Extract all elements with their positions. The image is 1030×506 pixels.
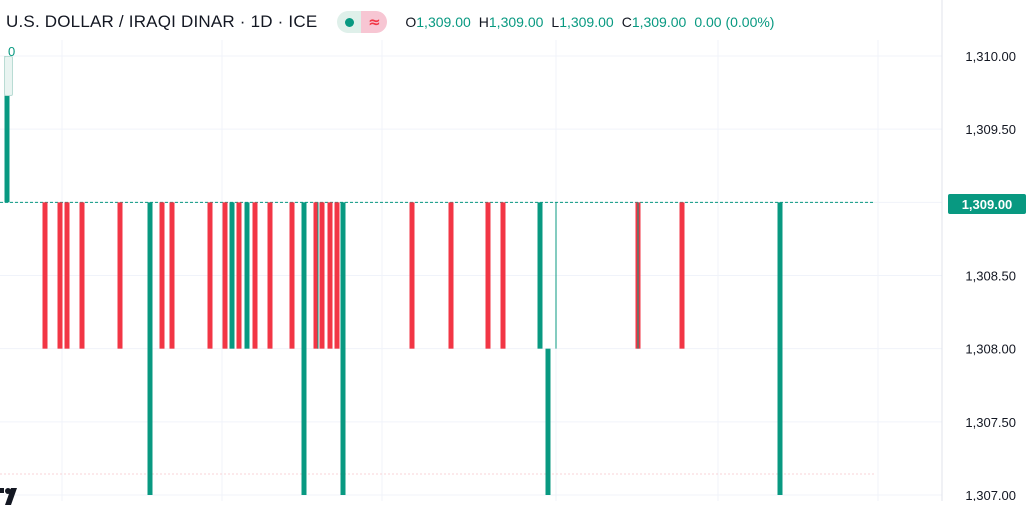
high-value: 1,309.00 <box>488 14 544 30</box>
y-tick-label: 1,307.00 <box>965 488 1016 501</box>
last-price-tag: 1,309.00 <box>948 194 1026 214</box>
candle <box>207 202 213 349</box>
candle <box>57 202 63 349</box>
change-value: 0.00 (0.00%) <box>694 14 775 30</box>
candle <box>236 202 242 349</box>
high-label: H <box>478 14 489 30</box>
candle <box>42 202 48 349</box>
candle <box>327 202 333 349</box>
open-value: 1,309.00 <box>416 14 471 30</box>
ohlc-values: O 1,309.00 H 1,309.00 L 1,309.00 C 1,309… <box>405 14 782 30</box>
candle <box>79 202 85 349</box>
candle <box>4 56 10 203</box>
candle <box>340 202 346 496</box>
candle <box>267 202 273 349</box>
y-tick-label: 1,309.50 <box>965 122 1016 137</box>
candle <box>117 202 123 349</box>
candle <box>159 202 165 349</box>
open-label: O <box>405 14 417 30</box>
y-tick-label: 1,308.50 <box>965 269 1016 284</box>
candle <box>679 202 685 349</box>
symbol-title[interactable]: U.S. DOLLAR / IRAQI DINAR · 1D · ICE <box>6 12 318 31</box>
close-label: C <box>621 14 632 30</box>
market-status-pill[interactable]: ≈ <box>337 11 388 33</box>
y-tick-label: 1,308.00 <box>965 342 1016 357</box>
delayed-data-icon: ≈ <box>361 11 388 33</box>
candle <box>252 202 258 349</box>
chart-legend: U.S. DOLLAR / IRAQI DINAR · 1D · ICE ≈ O… <box>6 8 782 36</box>
candle <box>222 202 228 349</box>
market-open-dot-icon <box>337 11 362 33</box>
candle <box>334 202 340 349</box>
candle <box>319 202 325 349</box>
candle <box>289 202 295 349</box>
bar-marker-label: 0 <box>8 44 16 59</box>
candle <box>313 202 319 349</box>
y-tick-label: 1,310.00 <box>965 49 1016 64</box>
low-label: L <box>551 14 560 30</box>
candle <box>244 202 250 349</box>
bar-marker[interactable] <box>4 56 13 96</box>
candle <box>169 202 175 349</box>
candle <box>229 202 235 349</box>
candle <box>545 348 551 495</box>
tradingview-logo-icon[interactable] <box>0 482 20 506</box>
candle <box>485 202 491 349</box>
close-value: 1,309.00 <box>631 14 687 30</box>
candle <box>64 202 70 349</box>
candle <box>537 202 543 349</box>
candle <box>777 202 783 496</box>
low-value: 1,309.00 <box>559 14 614 30</box>
candle <box>409 202 415 349</box>
candle <box>448 202 454 349</box>
y-tick-label: 1,307.50 <box>965 415 1016 430</box>
candle <box>500 202 506 349</box>
candle <box>147 202 153 496</box>
candle <box>301 202 307 496</box>
